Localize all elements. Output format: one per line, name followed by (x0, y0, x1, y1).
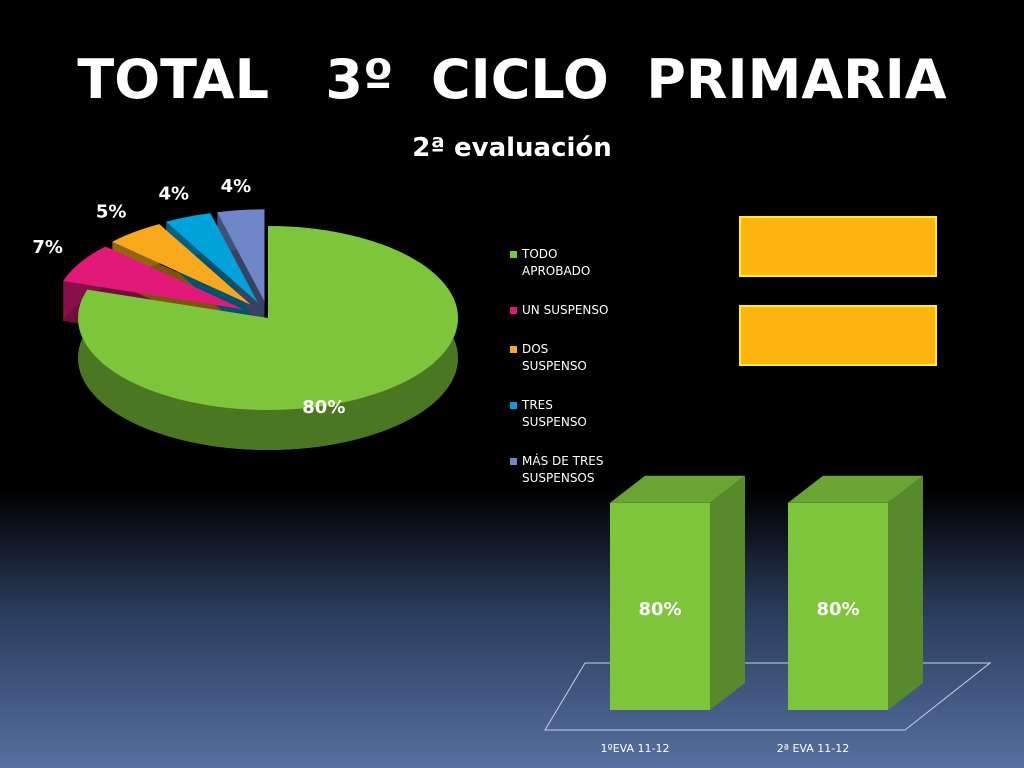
x-tick-label: 2ª EVA 11-12 (777, 742, 849, 755)
value-label: 80% (302, 397, 345, 418)
legend-label: MÁS DE TRES SUSPENSOS (522, 454, 604, 485)
legend-label: TRES SUSPENSO (522, 398, 587, 429)
value-label: 4% (221, 176, 252, 197)
legend-label: TODO APROBADO (522, 247, 591, 278)
value-label: 5% (96, 201, 127, 222)
legend-label: UN SUSPENSO (522, 303, 609, 317)
pie-slice (112, 224, 251, 305)
bar (610, 502, 710, 710)
title: TOTAL 3º CICLO PRIMARIA (77, 48, 946, 111)
bar (788, 502, 888, 710)
subtitle: 2ª evaluación (412, 133, 612, 163)
value-label: 7% (32, 237, 63, 258)
bar-side (710, 475, 745, 710)
pie-slice (166, 213, 258, 303)
value-label: 80% (816, 599, 859, 620)
pie-slice (63, 246, 244, 310)
orange-box (739, 305, 937, 366)
pie-slice (77, 226, 458, 410)
legend-entry: UN SUSPENSO (510, 302, 612, 319)
legend-swatch (510, 402, 517, 409)
legend-label: DOS SUSPENSO (522, 342, 587, 373)
legend-swatch (510, 458, 517, 465)
legend-entry: TRES SUSPENSO (510, 397, 612, 431)
pie-slice (217, 209, 265, 302)
legend-swatch (510, 307, 517, 314)
x-tick-label: 1ºEVA 11-12 (601, 742, 670, 755)
legend-entry: TODO APROBADO (510, 246, 612, 280)
bar-top (610, 475, 745, 503)
bar-side (888, 475, 923, 710)
legend: TODO APROBADO UN SUSPENSO DOS SUSPENSO TRES… (510, 246, 620, 509)
bar-top (788, 475, 923, 503)
value-label: 80% (638, 599, 681, 620)
value-label: 4% (158, 184, 189, 205)
legend-swatch (510, 251, 517, 258)
legend-entry: MÁS DE TRES SUSPENSOS (510, 453, 612, 487)
legend-swatch (510, 346, 517, 353)
orange-box (739, 216, 937, 277)
legend-entry: DOS SUSPENSO (510, 341, 612, 375)
